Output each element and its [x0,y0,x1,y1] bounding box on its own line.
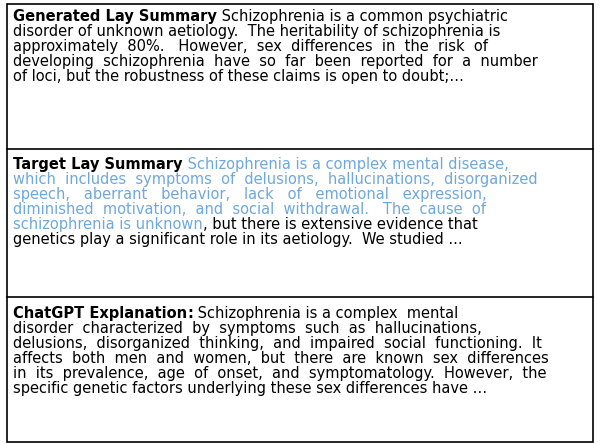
Text: which  includes  symptoms  of  delusions,  hallucinations,  disorganized: which includes symptoms of delusions, ha… [13,172,538,187]
Text: of loci, but the robustness of these claims is open to doubt;…: of loci, but the robustness of these cla… [13,69,464,83]
Text: diminished  motivation,  and  social  withdrawal.   The  cause  of: diminished motivation, and social withdr… [13,202,486,217]
Text: Schizophrenia is a complex  mental: Schizophrenia is a complex mental [193,306,458,322]
Text: Target Lay Summary: Target Lay Summary [13,157,182,173]
Text: disorder  characterized  by  symptoms  such  as  hallucinations,: disorder characterized by symptoms such … [13,321,482,336]
Text: ChatGPT Explanation: ChatGPT Explanation [13,306,187,322]
Text: affects  both  men  and  women,  but  there  are  known  sex  differences: affects both men and women, but there ar… [13,351,549,366]
Text: in  its  prevalence,  age  of  onset,  and  symptomatology.  However,  the: in its prevalence, age of onset, and sym… [13,366,547,381]
Text: speech,   aberrant   behavior,   lack   of   emotional   expression,: speech, aberrant behavior, lack of emoti… [13,187,487,202]
Text: approximately  80%.   However,  sex  differences  in  the  risk  of: approximately 80%. However, sex differen… [13,39,488,54]
Text: schizophrenia is unknown: schizophrenia is unknown [13,217,203,232]
Text: specific genetic factors underlying these sex differences have …: specific genetic factors underlying thes… [13,381,487,396]
Text: Generated Lay Summary: Generated Lay Summary [13,9,217,24]
Text: :: : [187,306,193,322]
Text: , but there is extensive evidence that: , but there is extensive evidence that [203,217,478,232]
Text: Schizophrenia is a complex mental disease,: Schizophrenia is a complex mental diseas… [182,157,508,173]
Text: genetics play a significant role in its aetiology.  We studied ...: genetics play a significant role in its … [13,232,463,247]
Text: developing  schizophrenia  have  so  far  been  reported  for  a  number: developing schizophrenia have so far bee… [13,54,538,69]
Text: disorder of unknown aetiology.  The heritability of schizophrenia is: disorder of unknown aetiology. The herit… [13,24,500,39]
Text: Schizophrenia is a common psychiatric: Schizophrenia is a common psychiatric [217,9,508,24]
Text: delusions,  disorganized  thinking,  and  impaired  social  functioning.  It: delusions, disorganized thinking, and im… [13,336,542,351]
